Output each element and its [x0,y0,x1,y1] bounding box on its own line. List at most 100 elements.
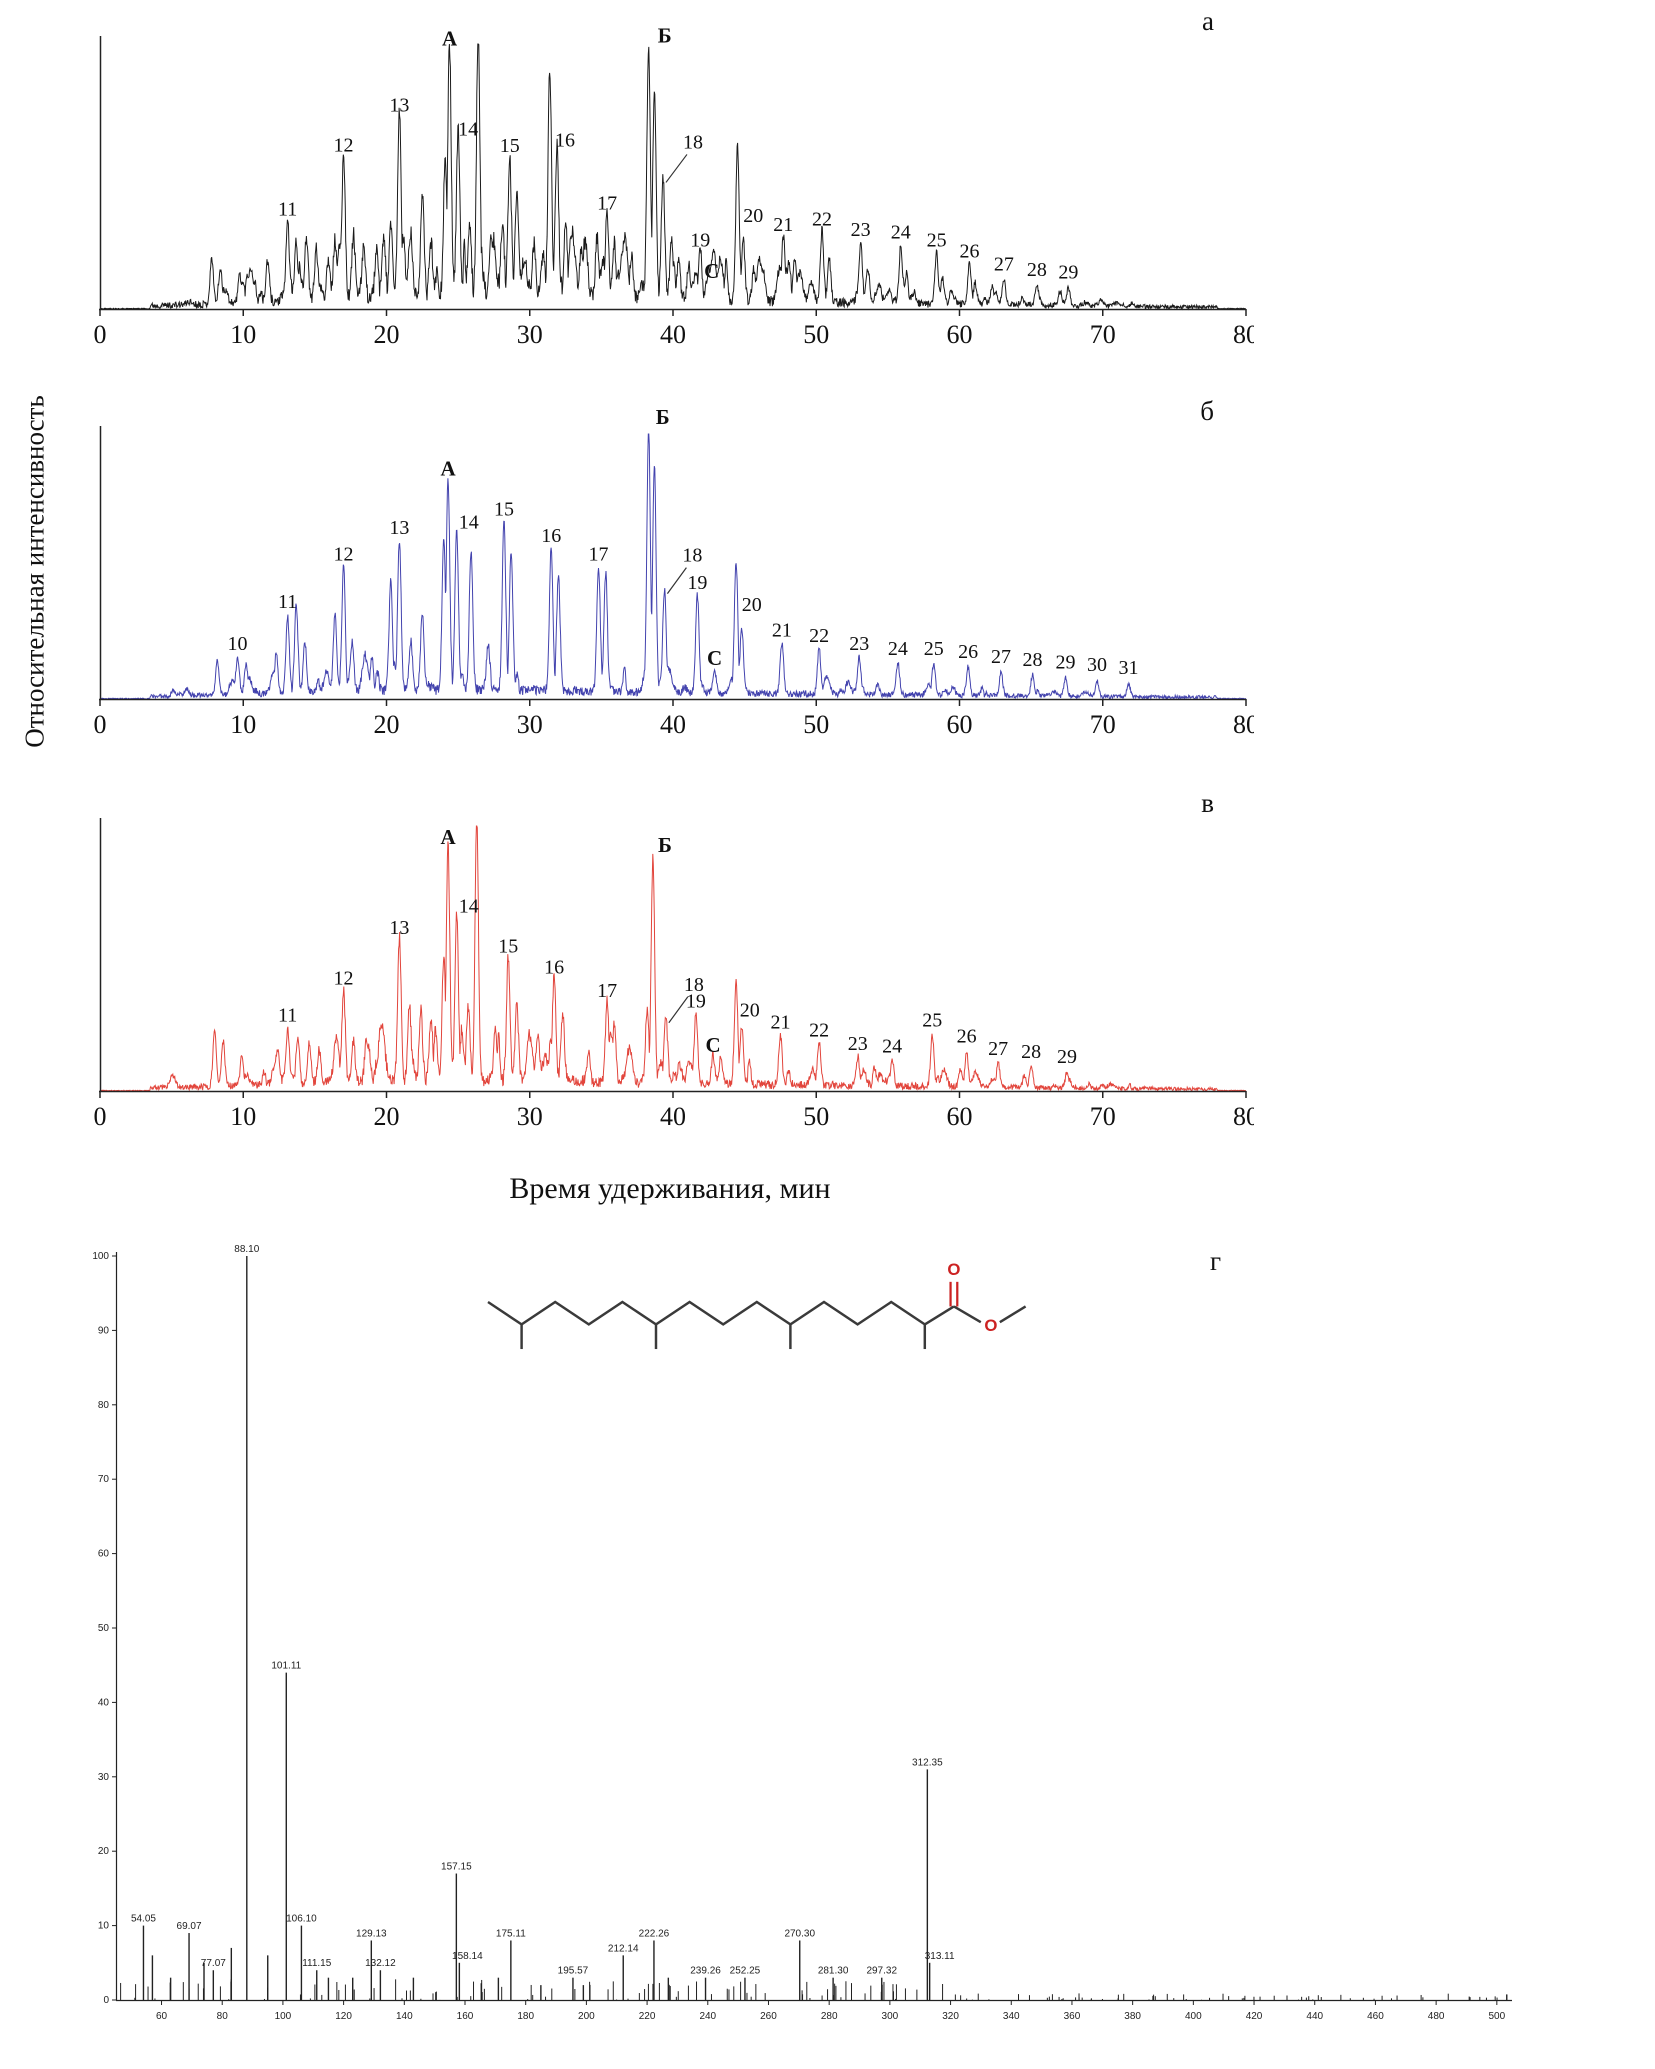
peak-label: 25 [924,638,944,660]
methoxy-bond [999,1305,1027,1324]
x-tick-label: 30 [517,710,543,739]
peak-label: А [442,26,458,50]
x-tick-label: 20 [374,1102,400,1131]
mass-peak-label: 222.26 [639,1928,670,1939]
peak-label: 26 [958,641,978,663]
panel-label-b: б [1200,396,1214,426]
peak-label: 27 [994,254,1014,276]
molecule-structure: OO [487,1260,1027,1350]
chromatogram-a-plot: 0 10 20 30 40 50 60 70 80 11 12 13 А 14 15 16 17 Б 18 19 С 20… [94,24,1255,349]
peak-label-leader [668,996,689,1024]
mass-spectrum-plot: 0 10 20 30 40 50 60 70 80 90 100 60 80 100 120 140 160 18… [92,1244,1512,2022]
peak-label: 20 [740,1000,760,1022]
mass-peak-label: 281.30 [818,1966,849,1977]
mass-peak-label: 158.14 [452,1951,483,1962]
y-tick-label: 40 [98,1697,110,1708]
x-tick-label: 220 [639,2011,656,2022]
peak-label: 21 [770,1012,790,1034]
peak-label: 30 [1087,654,1107,676]
peak-label: С [707,646,722,670]
peak-label: 12 [334,543,354,565]
ester-oxygen-atom: O [984,1316,997,1335]
peak-label: 14 [458,119,478,141]
x-tick-label: 80 [1233,320,1254,349]
peak-label-leader [666,567,687,595]
x-tick-label: 20 [374,320,400,349]
x-tick-label: 10 [230,1102,256,1131]
peak-label: 11 [278,1004,297,1026]
peak-label: 24 [891,222,911,244]
peak-label: Б [656,405,670,429]
x-tick-label: 70 [1090,710,1116,739]
x-tick-label: 440 [1306,2011,1323,2022]
peak-label: 26 [960,240,980,262]
peak-label: 14 [459,511,479,533]
x-tick-label: 340 [1003,2011,1020,2022]
peak-label: 29 [1058,261,1078,283]
x-tick-label: 200 [578,2011,595,2022]
mass-peak-label: 101.11 [271,1661,301,1672]
peak-label: 31 [1119,657,1139,679]
mass-peak-label: 270.30 [784,1928,815,1939]
peak-label: 27 [988,1038,1008,1060]
y-tick-label: 90 [98,1325,110,1336]
peak-label: 11 [278,591,297,613]
y-tick-label: 0 [103,1995,109,2006]
peak-label: 16 [541,525,561,547]
peak-label: 25 [922,1010,942,1032]
mass-peak-label: 195.57 [558,1966,589,1977]
peak-label: 14 [459,895,479,917]
x-tick-label: 70 [1090,320,1116,349]
mass-peak-label: 106.10 [286,1914,317,1925]
x-tick-label: 60 [947,1102,973,1131]
x-tick-label: 30 [517,1102,543,1131]
x-tick-label: 160 [457,2011,474,2022]
chromatogram-trace [99,825,1247,1093]
chromatogram-trace [99,433,1247,701]
mass-peak-label: 212.14 [608,1943,639,1954]
peak-label: 28 [1027,259,1047,281]
chromatogram-panel-a: а 0 10 20 30 40 50 60 70 80 11 12 13 А 14 15 16 17 Б 18 19 С… [84,6,1255,358]
peak-label: 18 [684,974,704,996]
peak-label: Б [658,833,672,857]
y-tick-label: 20 [98,1846,110,1857]
y-tick-label: 60 [98,1549,110,1560]
bond [953,1305,982,1324]
peak-label: 19 [686,990,706,1012]
peak-label: 29 [1056,651,1076,673]
mass-peak-label: 77.07 [201,1958,226,1969]
x-tick-label: 80 [217,2011,229,2022]
mass-peak-label: 54.05 [131,1914,156,1925]
x-tick-label: 480 [1428,2011,1445,2022]
peak-label: 28 [1023,649,1043,671]
mass-peak-label: 239.26 [690,1966,721,1977]
x-tick-label: 280 [821,2011,838,2022]
mass-peak-label: 175.11 [496,1928,526,1939]
x-tick-label: 140 [396,2011,413,2022]
mass-peak-label: 252.25 [730,1966,761,1977]
mass-peak-label: 312.35 [912,1757,943,1768]
peak-label: 24 [888,638,908,660]
x-tick-label: 260 [760,2011,777,2022]
peak-label: 15 [498,935,518,957]
x-tick-label: 120 [335,2011,352,2022]
peak-label: 17 [597,193,617,215]
x-tick-label: 10 [230,710,256,739]
chromatogram-trace [99,43,1247,311]
peak-label: 22 [809,1020,829,1042]
chromatogram-panel-v: в 0 10 20 30 40 50 60 70 80 11 12 13 А 14 15 16 17 Б 18 19 С… [84,788,1255,1140]
peak-label: 22 [809,625,829,647]
peak-label-leader [665,154,688,183]
chromatogram-panel-b: б 0 10 20 30 40 50 60 70 80 10 11 12 13 А 14 15 16 17 Б 18 1… [84,396,1255,748]
x-tick-label: 60 [156,2011,168,2022]
x-axis-title: Время удерживания, мин [509,1172,831,1205]
mass-peak-label: 111.15 [302,1958,332,1969]
peak-label: 21 [772,620,792,642]
peak-label: 10 [228,633,248,655]
x-tick-label: 100 [275,2011,292,2022]
y-tick-label: 70 [98,1474,110,1485]
x-tick-label: 240 [699,2011,716,2022]
peak-label: 12 [334,134,354,156]
x-tick-label: 0 [94,1102,107,1131]
y-tick-label: 100 [92,1251,109,1262]
